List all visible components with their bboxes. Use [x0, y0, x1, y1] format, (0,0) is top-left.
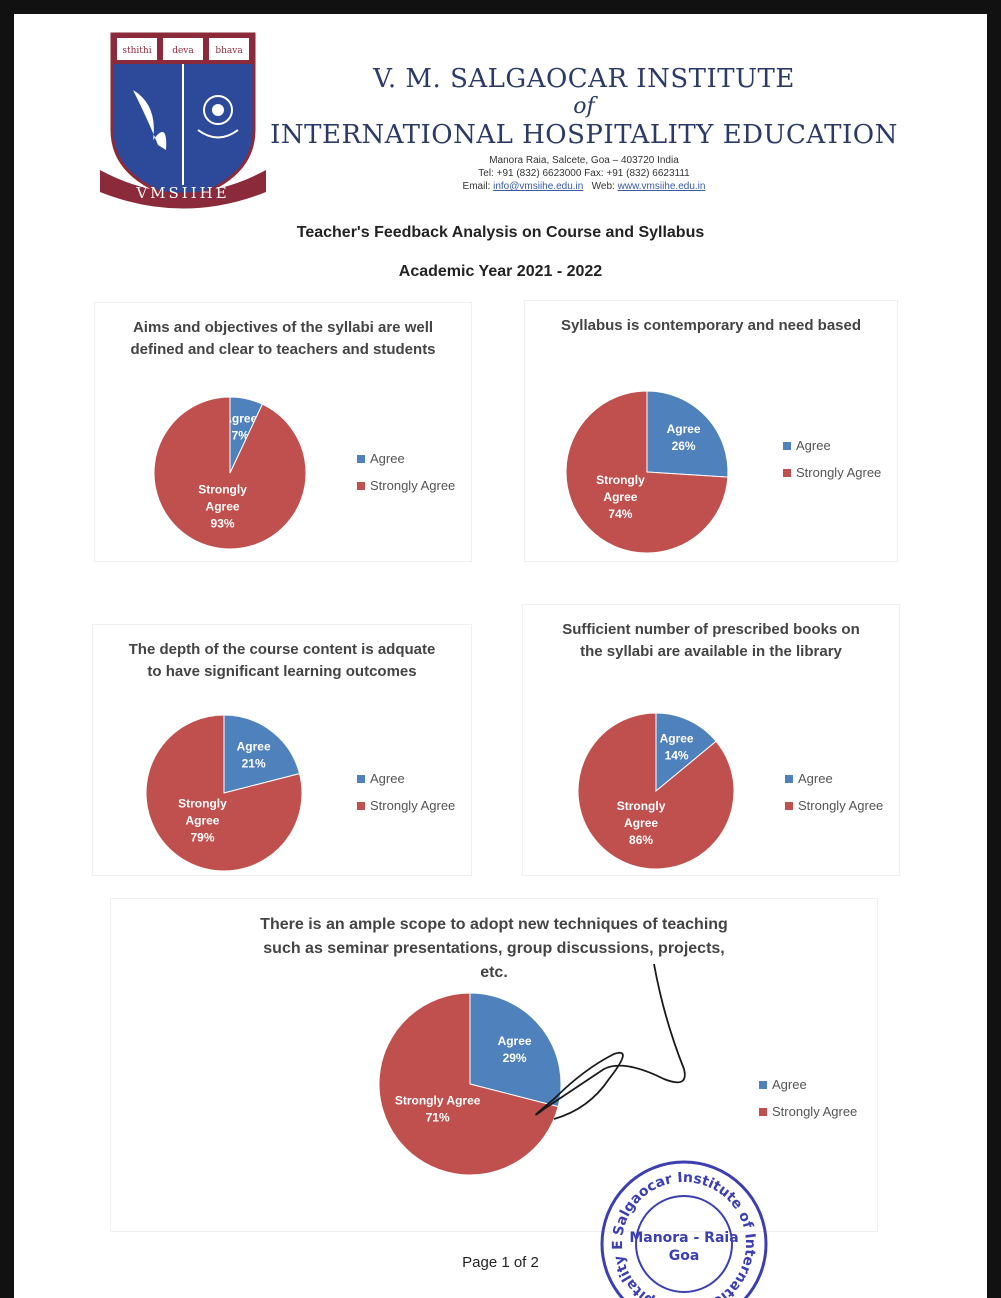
svg-text:Salgaocar Institute of Interna: Salgaocar Institute of International Hos…	[594, 1154, 758, 1298]
institute-logo: sthithi deva bhava VMSIIHE	[100, 32, 266, 209]
chart-title: Syllabus is contemporary and need based	[560, 317, 862, 334]
pie-data-label: Strongly Agree 74%	[596, 473, 645, 521]
chart-panel-depth: The depth of the course content is adqua…	[92, 624, 472, 876]
legend-label: Agree	[798, 771, 833, 786]
chart-title: Aims and objectives of the syllabi are w…	[130, 319, 436, 358]
pie-slice-agree	[469, 992, 562, 1108]
pie-slice-strongly-agree	[565, 390, 729, 554]
institute-name-of: of	[573, 94, 595, 119]
email-label: Email:	[462, 181, 491, 192]
address: Manora Raia, Salcete, Goa – 403720 India	[489, 155, 679, 166]
pie-chart: Agree 26% Strongly Agree 74%	[565, 390, 729, 554]
pie-slice-agree	[223, 714, 301, 794]
legend-swatch-strongly-agree	[759, 1107, 767, 1116]
svg-text:Goa: Goa	[669, 1248, 700, 1264]
legend-label: Strongly Agree	[370, 798, 456, 813]
legend-swatch-strongly-agree	[785, 801, 793, 810]
legend-swatch-strongly-agree	[357, 481, 365, 490]
legend-swatch-strongly-agree	[783, 468, 791, 477]
pie-chart: Agree 7% Strongly Agree 93%	[153, 396, 307, 550]
legend-item-strongly-agree: Strongly Agree	[357, 472, 455, 499]
svg-text:bhava: bhava	[215, 46, 243, 56]
pie-slice-strongly-agree	[577, 712, 735, 870]
pie-slice-strongly-agree	[145, 714, 303, 872]
chart-legend: Agree Strongly Agree	[783, 432, 881, 486]
legend-label: Agree	[370, 771, 405, 786]
legend-item-strongly-agree: Strongly Agree	[357, 792, 455, 819]
pie-data-label: Agree 29%	[498, 1034, 532, 1065]
legend-item-strongly-agree: Strongly Agree	[785, 792, 883, 819]
chart-title: The depth of the course content is adqua…	[128, 641, 436, 680]
document-title: Teacher's Feedback Analysis on Course an…	[296, 224, 705, 241]
web-label: Web:	[591, 181, 615, 192]
legend-item-agree: Agree	[759, 1071, 857, 1098]
contact-block: Manora Raia, Salcete, Goa – 403720 India…	[264, 154, 904, 193]
pie-chart: Agree 21% Strongly Agree 79%	[145, 714, 303, 872]
legend-swatch-agree	[783, 441, 791, 450]
pie-slice-strongly-agree	[153, 396, 307, 550]
legend-item-agree: Agree	[783, 432, 881, 459]
pie-slice-agree	[655, 712, 717, 793]
email-web: Email: info@vmsiihe.edu.in Web: www.vmsi…	[264, 180, 904, 193]
pie-chart: Agree 14% Strongly Agree 86%	[577, 712, 735, 870]
pie-data-label: Agree 26%	[667, 422, 701, 453]
pie-data-label: Agree 21%	[237, 739, 271, 770]
pie-chart: Agree 29% Strongly Agree 71%	[378, 992, 562, 1176]
chart-legend: Agree Strongly Agree	[785, 765, 883, 819]
pie-data-label: Strongly Agree 93%	[198, 482, 247, 530]
legend-label: Strongly Agree	[798, 798, 884, 813]
document-subtitle: Academic Year 2021 - 2022	[398, 263, 603, 280]
pie-data-label: Strongly Agree 86%	[617, 799, 666, 847]
chart-panel-contemporary: Syllabus is contemporary and need based …	[524, 300, 898, 562]
legend-label: Agree	[370, 451, 405, 466]
phone-fax: Tel: +91 (832) 6623000 Fax: +91 (832) 66…	[478, 168, 690, 179]
chart-title: Sufficient number of prescribed books on…	[562, 621, 860, 660]
institute-header: V. M. SALGAOCAR INSTITUTE of INTERNATION…	[264, 64, 904, 193]
legend-label: Strongly Agree	[772, 1104, 858, 1119]
chart-legend: Agree Strongly Agree	[759, 1071, 857, 1125]
web-link[interactable]: www.vmsiihe.edu.in	[617, 181, 706, 192]
legend-swatch-strongly-agree	[357, 801, 365, 810]
legend-swatch-agree	[759, 1080, 767, 1089]
svg-text:sthithi: sthithi	[122, 46, 151, 56]
document-page: sthithi deva bhava VMSIIHE V. M. SALGAOC…	[14, 14, 987, 1298]
legend-item-agree: Agree	[785, 765, 883, 792]
legend-item-agree: Agree	[357, 445, 455, 472]
pie-data-label: Strongly Agree 71%	[395, 1094, 481, 1125]
svg-text:Manora - Raia: Manora - Raia	[629, 1230, 738, 1246]
institute-name-line1: V. M. SALGAOCAR INSTITUTE	[373, 64, 795, 94]
chart-legend: Agree Strongly Agree	[357, 765, 455, 819]
legend-label: Strongly Agree	[370, 478, 456, 493]
legend-swatch-agree	[785, 774, 793, 783]
chart-legend: Agree Strongly Agree	[357, 445, 455, 499]
institute-stamp: Salgaocar Institute of International Hos…	[594, 1154, 768, 1298]
legend-swatch-agree	[357, 774, 365, 783]
pie-data-label: Agree 7%	[223, 412, 257, 443]
email-link[interactable]: info@vmsiihe.edu.in	[493, 181, 584, 192]
pie-slice-strongly-agree	[378, 992, 559, 1176]
institute-name-line2: INTERNATIONAL HOSPITALITY EDUCATION	[270, 120, 898, 150]
legend-item-agree: Agree	[357, 765, 455, 792]
svg-text:VMSIIHE: VMSIIHE	[135, 184, 229, 202]
pie-slice-agree	[646, 390, 729, 478]
legend-item-strongly-agree: Strongly Agree	[783, 459, 881, 486]
chart-panel-books: Sufficient number of prescribed books on…	[522, 604, 900, 876]
legend-label: Agree	[796, 438, 831, 453]
legend-label: Strongly Agree	[796, 465, 882, 480]
chart-panel-techniques: There is an ample scope to adopt new tec…	[110, 898, 878, 1232]
legend-label: Agree	[772, 1077, 807, 1092]
pie-data-label: Agree 14%	[660, 732, 694, 763]
legend-swatch-agree	[357, 454, 365, 463]
signature	[535, 963, 686, 1120]
svg-text:deva: deva	[172, 46, 194, 56]
legend-item-strongly-agree: Strongly Agree	[759, 1098, 857, 1125]
chart-title: There is an ample scope to adopt new tec…	[260, 916, 728, 981]
page-number: Page 1 of 2	[462, 1254, 539, 1271]
pie-data-label: Strongly Agree 79%	[178, 797, 227, 845]
chart-panel-aims: Aims and objectives of the syllabi are w…	[94, 302, 472, 562]
